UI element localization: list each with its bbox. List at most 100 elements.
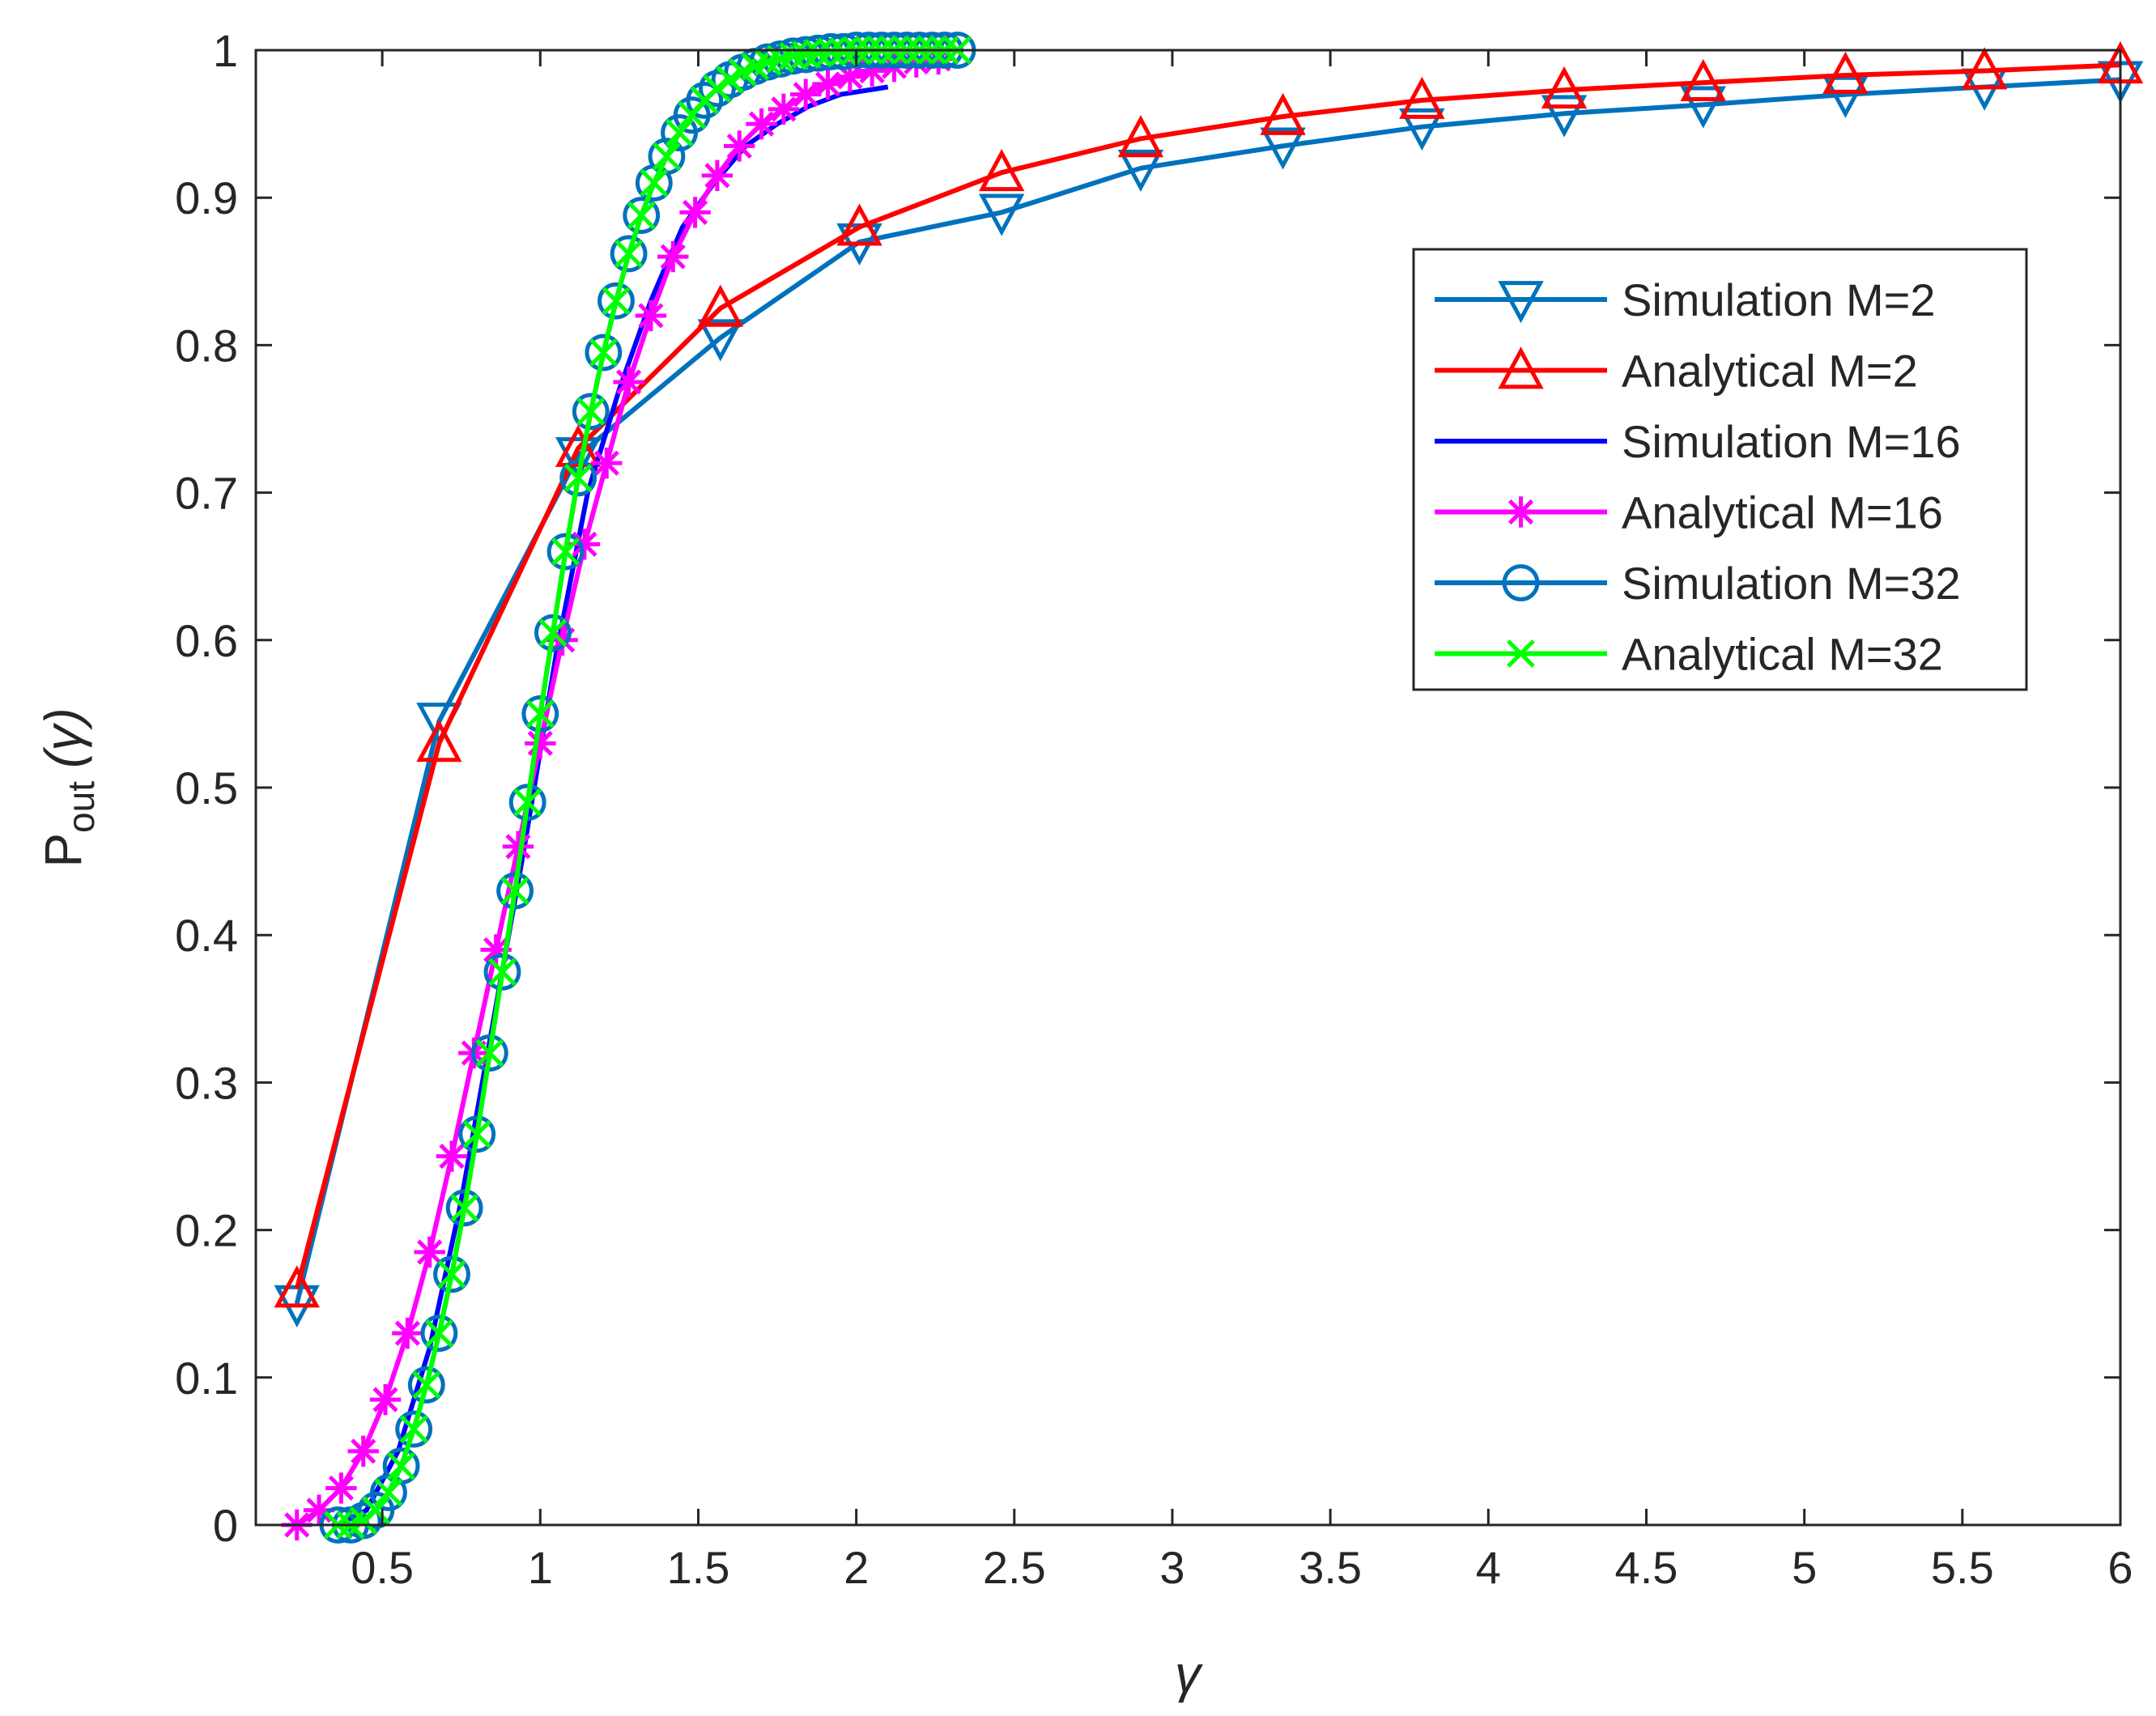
data-point bbox=[407, 1366, 445, 1404]
data-point bbox=[475, 1039, 504, 1068]
data-point-stroke bbox=[374, 1478, 403, 1507]
series-line bbox=[294, 77, 2121, 1305]
data-point bbox=[387, 1451, 415, 1480]
data-point-stroke bbox=[716, 66, 744, 94]
data-point bbox=[979, 193, 1025, 236]
data-point-stroke bbox=[328, 1475, 354, 1502]
data-point-stroke bbox=[704, 163, 730, 189]
data-point-stroke bbox=[771, 96, 797, 122]
data-point-stroke bbox=[576, 397, 606, 426]
data-point bbox=[585, 333, 623, 372]
data-point bbox=[812, 68, 844, 100]
data-point bbox=[399, 1415, 428, 1443]
data-point bbox=[551, 537, 580, 566]
y-axis-title-main: P bbox=[34, 833, 92, 868]
data-point-stroke bbox=[627, 201, 656, 230]
y-tick-label: 0.1 bbox=[175, 1353, 238, 1404]
legend-entry: Simulation M=2 bbox=[1435, 274, 1936, 325]
x-tick-label: 1.5 bbox=[667, 1542, 730, 1593]
y-tick-label: 1 bbox=[213, 25, 238, 76]
data-point bbox=[1117, 149, 1164, 193]
data-point bbox=[679, 197, 711, 228]
data-point bbox=[686, 82, 724, 119]
y-tick-label: 0.9 bbox=[175, 172, 238, 223]
data-point bbox=[436, 1140, 468, 1172]
data-point-stroke bbox=[450, 1193, 478, 1222]
y-tick-label: 0.5 bbox=[175, 762, 238, 813]
legend-box bbox=[1412, 248, 2028, 691]
legend-marker bbox=[1502, 564, 1540, 601]
legend-entry: Simulation M=16 bbox=[1435, 416, 1961, 467]
data-point bbox=[392, 1317, 423, 1349]
data-point bbox=[635, 299, 667, 332]
y-tick-label: 0.2 bbox=[175, 1205, 238, 1256]
data-point bbox=[361, 1496, 390, 1525]
x-tick-label: 5.5 bbox=[1931, 1542, 1994, 1593]
data-point bbox=[488, 958, 517, 987]
data-point bbox=[1680, 86, 1726, 129]
data-point bbox=[1541, 95, 1588, 138]
data-point-stroke bbox=[399, 1415, 428, 1443]
legend: Simulation M=2 Analytical M=2 Simulation M… bbox=[1412, 248, 2028, 691]
series-5 bbox=[324, 36, 972, 1540]
legend-label: Simulation M=16 bbox=[1622, 416, 1961, 467]
data-point-stroke bbox=[394, 1320, 420, 1346]
data-point-stroke bbox=[640, 168, 669, 198]
data-point bbox=[470, 1034, 508, 1072]
data-point bbox=[597, 282, 635, 320]
data-point bbox=[525, 728, 556, 759]
data-point bbox=[500, 877, 529, 905]
data-point-stroke bbox=[387, 1451, 415, 1480]
data-point-stroke bbox=[616, 369, 642, 395]
data-point-stroke bbox=[475, 1039, 504, 1068]
data-point-stroke bbox=[425, 1319, 453, 1348]
data-point bbox=[425, 1319, 453, 1348]
data-point-stroke bbox=[551, 537, 580, 566]
data-point bbox=[483, 953, 521, 991]
data-point bbox=[538, 618, 568, 648]
y-tick-label: 0.8 bbox=[175, 320, 238, 371]
data-point-stroke bbox=[505, 834, 531, 860]
y-tick-label: 0.7 bbox=[175, 468, 238, 519]
data-point bbox=[1260, 127, 1306, 170]
data-point bbox=[817, 37, 845, 66]
data-point bbox=[1117, 115, 1164, 158]
data-point bbox=[534, 614, 572, 652]
data-point bbox=[416, 720, 462, 762]
data-point bbox=[374, 1478, 403, 1507]
data-point-stroke bbox=[439, 1143, 465, 1170]
data-point bbox=[716, 66, 744, 94]
data-point bbox=[437, 1259, 466, 1289]
data-point-stroke bbox=[306, 1497, 332, 1523]
y-tick-label: 0.3 bbox=[175, 1057, 238, 1108]
x-tick-label: 6 bbox=[2107, 1542, 2133, 1593]
data-point bbox=[450, 1193, 478, 1222]
data-point bbox=[433, 1255, 470, 1293]
data-point bbox=[701, 159, 734, 192]
data-point bbox=[836, 203, 882, 246]
data-point bbox=[525, 699, 555, 728]
data-point bbox=[613, 366, 644, 398]
data-point bbox=[1961, 47, 2008, 90]
data-point-stroke bbox=[726, 133, 752, 159]
y-tick-label: 0 bbox=[213, 1500, 238, 1551]
data-point bbox=[1260, 92, 1306, 135]
legend-entry: Simulation M=32 bbox=[1435, 558, 1961, 609]
data-point bbox=[623, 197, 661, 234]
data-point-stroke bbox=[614, 240, 643, 268]
data-point-stroke bbox=[437, 1259, 466, 1289]
data-point bbox=[591, 447, 623, 479]
data-point-stroke bbox=[665, 118, 694, 147]
y-tick-label: 0.6 bbox=[175, 615, 238, 666]
data-point-stroke bbox=[488, 958, 517, 987]
x-tick-label: 3.5 bbox=[1299, 1542, 1362, 1593]
data-point bbox=[746, 108, 777, 140]
data-point bbox=[412, 1370, 441, 1400]
data-point-stroke bbox=[412, 1370, 441, 1400]
legend-entry: Analytical M=2 bbox=[1435, 346, 1918, 397]
x-tick-label: 5 bbox=[1792, 1542, 1817, 1593]
y-tick-label: 0.4 bbox=[175, 910, 238, 961]
data-point bbox=[274, 1265, 320, 1308]
legend-label: Analytical M=32 bbox=[1622, 629, 1943, 680]
data-point-stroke bbox=[372, 1387, 398, 1412]
